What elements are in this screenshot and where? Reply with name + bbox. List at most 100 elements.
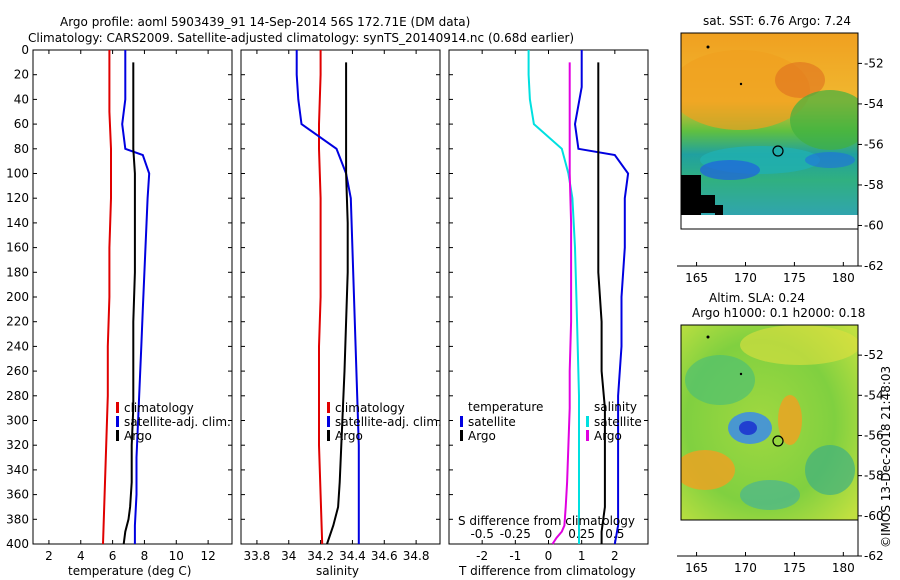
depth-tick-label: 300 (6, 414, 29, 428)
x-tick-label: 2 (611, 549, 619, 563)
depth-tick-label: 360 (6, 488, 29, 502)
s-tick-label: -0.5 (470, 527, 493, 541)
s-tick-label: 0.5 (605, 527, 624, 541)
sla-orange-left (681, 450, 735, 490)
depth-tick-label: 100 (6, 167, 29, 181)
x-tick-label: 34.2 (307, 549, 334, 563)
map-x-tick-label: 170 (734, 271, 757, 285)
s-tick-label: -0.25 (500, 527, 531, 541)
map-y-tick-label: -62 (864, 549, 884, 563)
map-y-tick-label: -56 (864, 137, 884, 151)
sla-map-title: Altim. SLA: 0.24 (709, 291, 805, 305)
sst-missing-data-3 (681, 215, 858, 229)
s-difference-label: S difference from climatology (458, 514, 635, 528)
legend-label-temperature-satellite: satellite (468, 415, 516, 429)
map-y-tick-label: -60 (864, 218, 884, 232)
map-x-tick-label: 180 (832, 561, 855, 575)
salinity-panel: 33.8 34 34.2 34.4 34.6 34.8 climatology satel… (240, 49, 442, 578)
map-y-tick-label: -54 (864, 97, 884, 111)
temperature-x-label: temperature (deg C) (68, 564, 191, 578)
sst-map-ticks: 165 170 175 180 -52 -54 -56 -58 -60 -62 (685, 56, 883, 285)
x-tick-label: 10 (169, 549, 184, 563)
title-line-1: Argo profile: aoml 5903439_91 14-Sep-201… (60, 15, 470, 29)
x-tick-label: 2 (45, 549, 53, 563)
sla-map-subtitle: Argo h1000: 0.1 h2000: 0.18 (692, 306, 865, 320)
salinity-legend: climatology satellite-adj. clim. Argo (327, 401, 442, 443)
series-line-climatology (102, 50, 112, 545)
map-y-tick-label: -58 (864, 178, 884, 192)
sla-green-band (685, 355, 755, 405)
legend-label-salinity-satellite: satellite (594, 415, 642, 429)
x-tick-label: 1 (578, 549, 586, 563)
legend-label-argo: Argo (124, 429, 152, 443)
x-tick-label: 0 (545, 549, 553, 563)
legend-swatch-argo (327, 430, 330, 441)
map-x-tick-label: 175 (783, 561, 806, 575)
legend-label-temperature-argo: Argo (468, 429, 496, 443)
x-tick-label: 12 (200, 549, 215, 563)
s-tick-label: 0 (545, 527, 553, 541)
depth-tick-label: 60 (14, 117, 29, 131)
x-tick-label: 34.6 (371, 549, 398, 563)
sla-yellow-top (740, 325, 858, 365)
legend-swatch-climatology (116, 402, 119, 413)
sla-orange-center (778, 395, 802, 445)
imos-credit: ©IMOS 13-Dec-2018 21:48:03 (879, 366, 893, 548)
legend-title-temperature: temperature (468, 400, 543, 414)
legend-swatch-argo (116, 430, 119, 441)
map-y-tick-label: -60 (864, 509, 884, 523)
series-line-satellite-adj-clim (295, 50, 360, 544)
depth-tick-label: 80 (14, 142, 29, 156)
depth-tick-label: 120 (6, 191, 29, 205)
legend-swatch-satellite (327, 416, 330, 427)
legend-swatch-temperature-satellite (460, 416, 463, 427)
sst-map-title: sat. SST: 6.76 Argo: 7.24 (703, 14, 851, 28)
sst-blue-patch-2 (805, 152, 855, 168)
depth-tick-label: 160 (6, 241, 29, 255)
depth-tick-label: 280 (6, 389, 29, 403)
legend-label-climatology: climatology (335, 401, 405, 415)
sst-green-band (790, 90, 858, 150)
sst-map-panel: sat. SST: 6.76 Argo: 7.24 165 170 175 180 -5… (677, 14, 884, 285)
x-tick-label: 33.8 (244, 549, 271, 563)
island-dot (706, 45, 710, 49)
sla-map-panel: Altim. SLA: 0.24 Argo h1000: 0.1 h2000: … (677, 291, 884, 575)
map-y-tick-label: -52 (864, 56, 884, 70)
depth-tick-label: 200 (6, 290, 29, 304)
t-difference-x-label: T difference from climatology (458, 564, 636, 578)
island-dot (739, 82, 743, 86)
sst-missing-data-4 (715, 205, 723, 215)
x-tick-label: 34.8 (403, 549, 430, 563)
x-tick-label: -2 (476, 549, 488, 563)
legend-label-climatology: climatology (124, 401, 194, 415)
sla-deep-blue-core (739, 421, 757, 435)
sst-map-axes (677, 33, 859, 267)
sla-teal-patch-2 (740, 480, 800, 510)
depth-tick-label: 340 (6, 463, 29, 477)
sst-blue-patch (700, 160, 760, 180)
island-dot (739, 372, 743, 376)
series-line-Argo (326, 62, 349, 545)
depth-tick-label: 380 (6, 512, 29, 526)
legend-swatch-salinity-satellite (586, 416, 589, 427)
legend-label-salinity-argo: Argo (594, 429, 622, 443)
difference-legend: temperature satellite Argo salinity sate… (460, 400, 642, 443)
depth-tick-label: 40 (14, 92, 29, 106)
depth-tick-label: 0 (21, 43, 29, 57)
series-line-temperature-Argo (597, 62, 606, 544)
legend-label-satellite: satellite-adj. clim. (335, 415, 442, 429)
x-tick-label: 6 (109, 549, 117, 563)
sst-red-patch (775, 62, 825, 98)
map-y-tick-label: -56 (864, 428, 884, 442)
depth-tick-label: 400 (6, 537, 29, 551)
map-y-tick-label: -52 (864, 348, 884, 362)
depth-tick-label: 180 (6, 265, 29, 279)
depth-tick-label: 20 (14, 68, 29, 82)
sst-missing-data-1 (681, 175, 701, 215)
depth-tick-label: 260 (6, 364, 29, 378)
salinity-plot-area: 33.8 34 34.2 34.4 34.6 34.8 (241, 49, 440, 563)
series-line-salinity-satellite (527, 50, 580, 544)
s-tick-label: 0.25 (568, 527, 595, 541)
series-line-climatology (318, 50, 324, 545)
